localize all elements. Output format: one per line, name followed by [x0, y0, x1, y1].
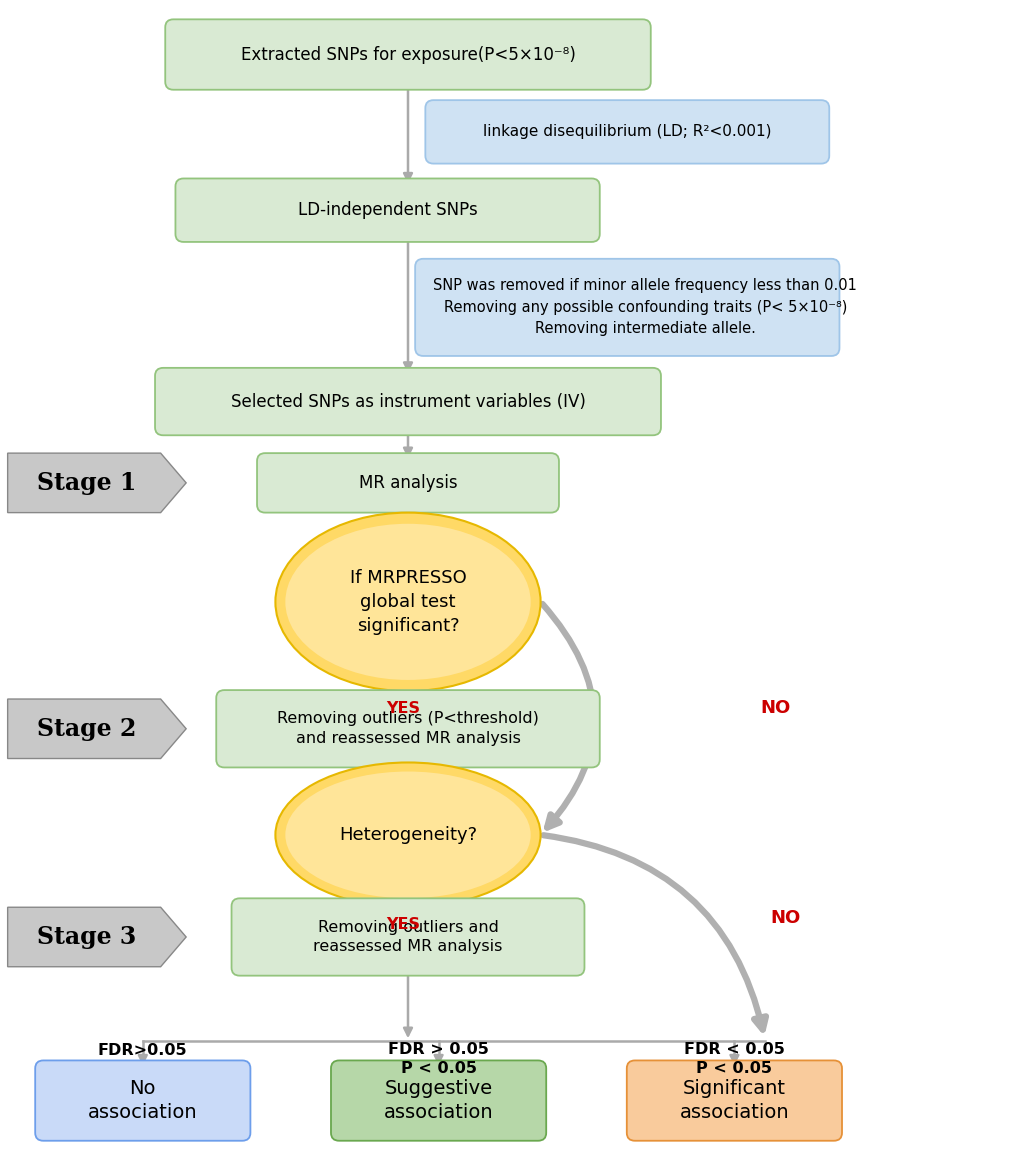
FancyBboxPatch shape	[257, 453, 558, 512]
Text: FDR > 0.05
P < 0.05: FDR > 0.05 P < 0.05	[388, 1042, 488, 1075]
FancyBboxPatch shape	[155, 367, 660, 435]
Ellipse shape	[285, 524, 530, 680]
Text: Suggestive
association: Suggestive association	[383, 1080, 493, 1122]
Text: Stage 3: Stage 3	[37, 925, 137, 949]
Text: Removing outliers (P<threshold)
and reassessed MR analysis: Removing outliers (P<threshold) and reas…	[277, 711, 538, 746]
Polygon shape	[8, 907, 186, 966]
Text: Extracted SNPs for exposure(P<5×10⁻⁸): Extracted SNPs for exposure(P<5×10⁻⁸)	[240, 46, 575, 63]
FancyBboxPatch shape	[175, 179, 599, 242]
FancyBboxPatch shape	[231, 899, 584, 976]
Polygon shape	[8, 698, 186, 758]
Text: YES: YES	[385, 917, 420, 932]
Text: linkage disequilibrium (LD; R²<0.001): linkage disequilibrium (LD; R²<0.001)	[483, 124, 770, 139]
FancyBboxPatch shape	[415, 259, 839, 356]
Text: No
association: No association	[88, 1080, 198, 1122]
Text: Significant
association: Significant association	[679, 1080, 789, 1122]
Text: Removing outliers and
reassessed MR analysis: Removing outliers and reassessed MR anal…	[313, 920, 502, 955]
FancyArrowPatch shape	[543, 835, 765, 1030]
Text: NO: NO	[759, 700, 790, 717]
Text: Selected SNPs as instrument variables (IV): Selected SNPs as instrument variables (I…	[230, 393, 585, 411]
Text: SNP was removed if minor allele frequency less than 0.01
Removing any possible c: SNP was removed if minor allele frequenc…	[433, 278, 857, 337]
Text: YES: YES	[385, 701, 420, 716]
FancyArrowPatch shape	[542, 604, 594, 827]
Ellipse shape	[275, 512, 540, 691]
Text: FDR < 0.05
P < 0.05: FDR < 0.05 P < 0.05	[684, 1042, 784, 1075]
Text: Heterogeneity?: Heterogeneity?	[338, 826, 477, 844]
Text: FDR>0.05: FDR>0.05	[98, 1044, 187, 1058]
Text: If MRPRESSO
global test
significant?: If MRPRESSO global test significant?	[350, 569, 466, 635]
FancyBboxPatch shape	[626, 1060, 841, 1141]
FancyBboxPatch shape	[425, 101, 828, 164]
Ellipse shape	[285, 771, 530, 899]
Text: MR analysis: MR analysis	[359, 474, 457, 491]
FancyBboxPatch shape	[330, 1060, 546, 1141]
FancyBboxPatch shape	[36, 1060, 251, 1141]
Text: Stage 2: Stage 2	[37, 717, 137, 741]
FancyBboxPatch shape	[165, 20, 650, 90]
Text: LD-independent SNPs: LD-independent SNPs	[298, 201, 477, 219]
Text: Stage 1: Stage 1	[37, 470, 137, 495]
Polygon shape	[8, 453, 186, 512]
Text: NO: NO	[769, 909, 800, 927]
Ellipse shape	[275, 763, 540, 907]
FancyBboxPatch shape	[216, 690, 599, 768]
